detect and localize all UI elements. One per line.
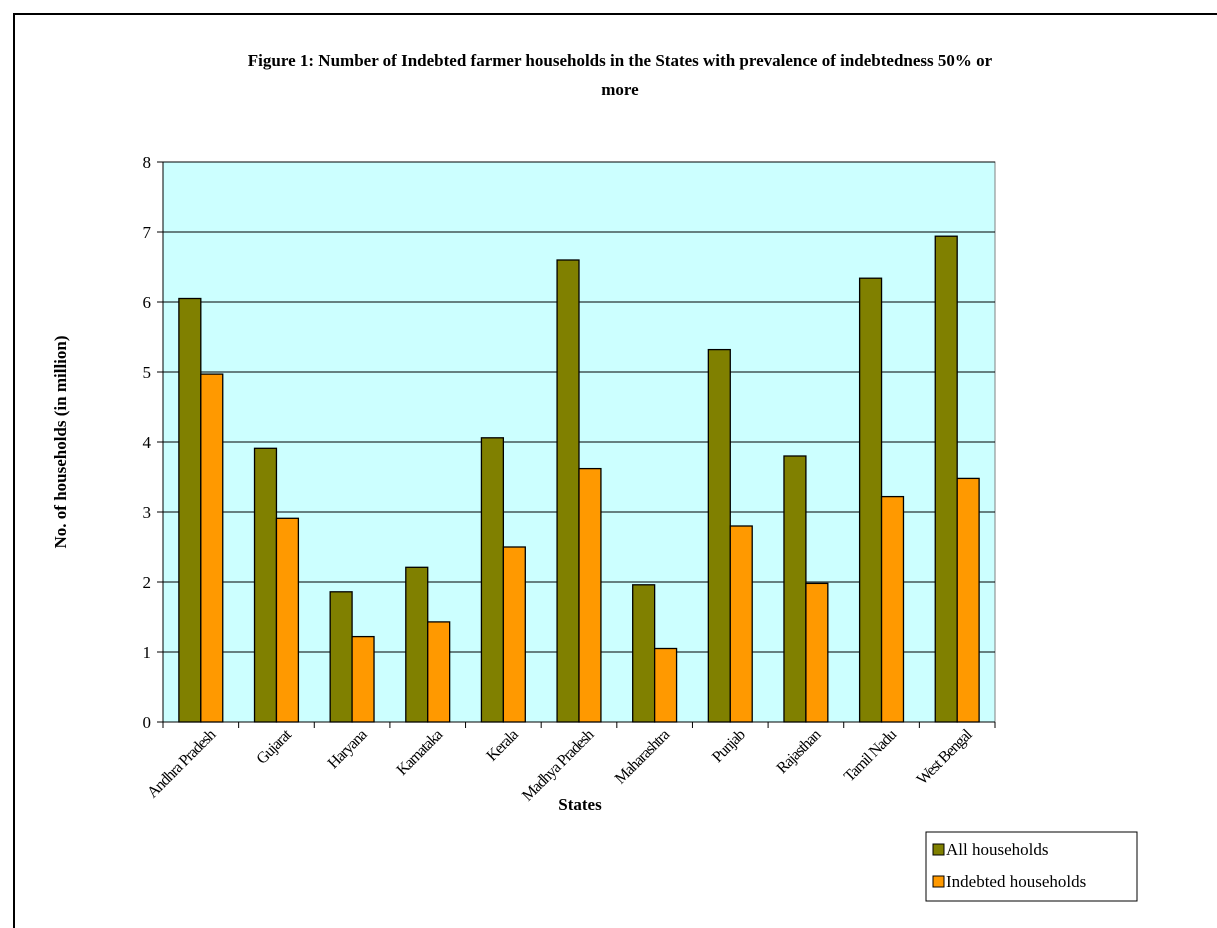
- chart-title-line-1: Figure 1: Number of Indebted farmer hous…: [248, 51, 993, 70]
- x-category-label: Maharashtra: [612, 726, 673, 787]
- chart-frame: [13, 13, 1217, 928]
- bar-all: [632, 584, 656, 723]
- bar-indebted: [880, 495, 905, 723]
- bar-all: [707, 348, 731, 723]
- axes: [157, 161, 996, 728]
- y-tick-label: 4: [143, 433, 152, 452]
- y-tick-label: 0: [143, 713, 152, 732]
- x-category-label: Haryana: [325, 726, 371, 772]
- y-tick-labels: 0 1 2 3 4 5 6 7 8: [143, 153, 152, 732]
- x-category-label: Andhra Pradesh: [144, 726, 219, 801]
- y-tick-label: 1: [143, 643, 152, 662]
- bar-indebted: [275, 517, 300, 723]
- y-axis-title: No. of households (in million): [51, 335, 70, 548]
- legend-swatch-indebted: [932, 875, 945, 888]
- x-axis-title: States: [558, 795, 602, 814]
- bar-all: [858, 277, 883, 723]
- bar-all: [253, 447, 278, 723]
- x-category-label: Kerala: [483, 726, 522, 765]
- y-tick-label: 6: [143, 293, 152, 312]
- x-category-label: Gujarat: [253, 726, 295, 768]
- chart-title-line-2: more: [601, 80, 639, 99]
- bar-indebted: [427, 621, 451, 723]
- x-category-label: Tamil Nadu: [841, 726, 900, 785]
- legend: All households Indebted households: [925, 831, 1138, 902]
- y-tick-label: 2: [143, 573, 152, 592]
- x-category-label: West Bengal: [914, 726, 977, 789]
- y-tick-label: 8: [143, 153, 152, 172]
- bar-indebted: [729, 525, 753, 723]
- bar-indebted: [578, 467, 602, 723]
- bar-indebted: [956, 477, 980, 723]
- bar-all: [329, 591, 353, 723]
- y-tick-label: 5: [143, 363, 152, 382]
- x-category-label: Rajasthan: [774, 726, 825, 777]
- bar-all: [178, 297, 202, 723]
- bar-indebted: [200, 373, 224, 723]
- bar-all: [934, 235, 958, 723]
- bar-indebted: [653, 647, 678, 723]
- bar-all: [405, 566, 429, 723]
- x-category-label: Karnataka: [394, 726, 447, 779]
- legend-label-indebted: Indebted households: [946, 872, 1086, 891]
- legend-box: [925, 831, 1138, 902]
- legend-swatch-all: [932, 843, 945, 856]
- bar-all: [783, 455, 807, 723]
- y-tick-label: 7: [143, 223, 152, 242]
- bar-indebted: [502, 546, 526, 723]
- bar-all: [480, 437, 505, 723]
- bar-indebted: [351, 635, 375, 723]
- bar-all: [556, 259, 580, 723]
- x-category-labels: Andhra Pradesh Gujarat Haryana Karnataka Ker…: [144, 726, 976, 805]
- y-tick-label: 3: [143, 503, 152, 522]
- x-category-label: Punjab: [709, 726, 749, 766]
- bar-indebted: [805, 582, 829, 723]
- legend-label-all: All households: [946, 840, 1048, 859]
- x-category-label: Madhya Pradesh: [519, 726, 598, 805]
- bars: [178, 235, 980, 723]
